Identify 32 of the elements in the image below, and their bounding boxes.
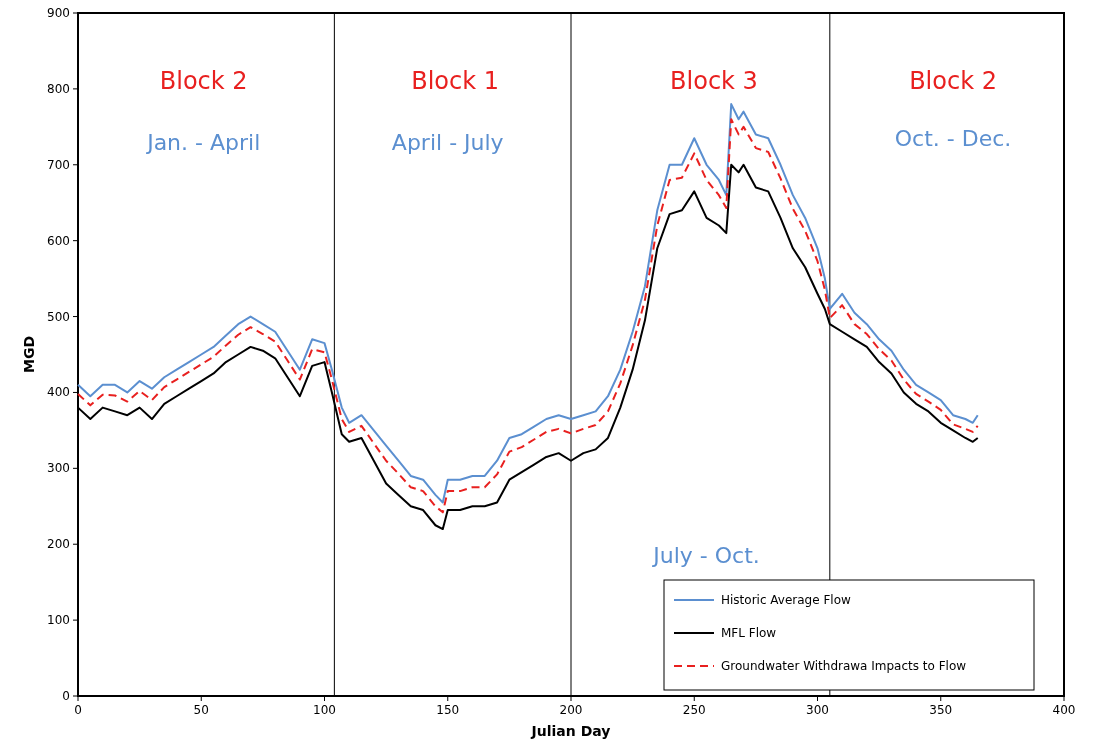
annotation: July - Oct. bbox=[651, 543, 760, 569]
annotation: April - July bbox=[391, 129, 504, 155]
annotation: Block 2 bbox=[909, 66, 997, 95]
annotation: Oct. - Dec. bbox=[894, 125, 1012, 151]
y-tick-label: 400 bbox=[47, 385, 70, 400]
x-tick-label: 100 bbox=[313, 703, 336, 717]
x-tick-label: 50 bbox=[193, 703, 209, 717]
y-tick-label: 900 bbox=[47, 6, 70, 20]
annotation: Block 2 bbox=[159, 66, 248, 95]
y-axis-title: MGD bbox=[21, 335, 37, 374]
legend-label: Historic Average Flow bbox=[721, 593, 852, 607]
y-tick-label: 500 bbox=[47, 309, 70, 324]
annotation: Jan. - April bbox=[145, 129, 261, 155]
y-tick-label: 200 bbox=[47, 537, 70, 552]
annotation: Block 3 bbox=[670, 66, 758, 95]
x-tick-label: 400 bbox=[1052, 703, 1076, 717]
annotation: Block 1 bbox=[411, 66, 500, 95]
y-tick-label: 100 bbox=[47, 613, 70, 628]
legend-label: MFL Flow bbox=[721, 626, 777, 640]
y-tick-label: 800 bbox=[47, 81, 70, 96]
x-axis-title: Julian Day bbox=[530, 723, 611, 739]
x-tick-label: 200 bbox=[559, 703, 583, 717]
x-tick-label: 150 bbox=[436, 703, 460, 717]
y-tick-label: 600 bbox=[47, 233, 70, 248]
x-tick-label: 0 bbox=[74, 703, 82, 717]
y-tick-label: 0 bbox=[62, 689, 70, 703]
legend-label: Groundwater Withdrawa Impacts to Flow bbox=[721, 659, 967, 673]
y-tick-label: 300 bbox=[47, 461, 70, 476]
x-tick-label: 350 bbox=[929, 703, 953, 717]
x-tick-label: 250 bbox=[682, 703, 706, 717]
x-tick-label: 300 bbox=[806, 703, 829, 717]
y-tick-label: 700 bbox=[47, 157, 70, 172]
